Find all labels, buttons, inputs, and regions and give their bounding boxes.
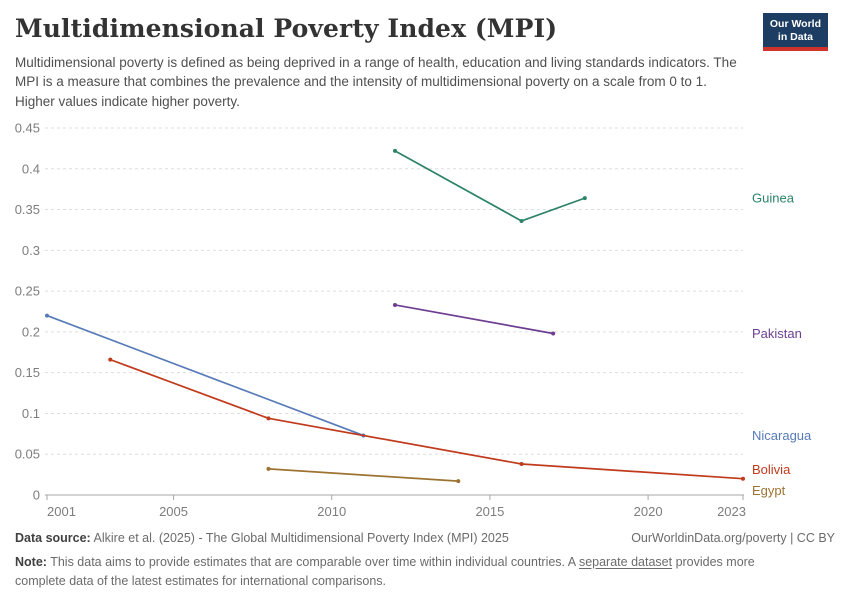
- data-point-bolivia[interactable]: [519, 462, 524, 467]
- series-label-bolivia[interactable]: Bolivia: [752, 462, 791, 477]
- y-axis-tick-label: 0.3: [22, 243, 40, 258]
- y-axis-tick-label: 0.05: [15, 447, 40, 462]
- mpi-line-chart: 0 0.05 0.1 0.15 0.2 0.25 0.3 0.35 0.4 0.45 2001 200…: [15, 121, 812, 520]
- data-point-bolivia[interactable]: [741, 476, 745, 481]
- data-point-egypt[interactable]: [456, 479, 461, 484]
- owid-logo-line2: in Data: [777, 30, 813, 43]
- data-point-egypt[interactable]: [266, 466, 271, 471]
- data-point-guinea[interactable]: [393, 148, 397, 153]
- footer-note: Note: This data aims to provide estimate…: [15, 553, 763, 591]
- series-line-guinea[interactable]: [394, 149, 586, 222]
- y-axis-tick-label: 0.15: [15, 365, 40, 380]
- y-axis-tick-label: 0.1: [22, 406, 40, 421]
- x-axis-tick-label: 2020: [634, 504, 663, 519]
- series-line-nicaragua[interactable]: [46, 314, 365, 437]
- credit-url: OurWorldinData.org/poverty: [631, 531, 787, 545]
- x-axis-tick-label: 2023: [717, 504, 746, 519]
- series-line-pakistan[interactable]: [394, 304, 555, 335]
- note-text-after-link: provides more complete data of the lates…: [15, 555, 755, 588]
- series-label-guinea[interactable]: Guinea: [752, 191, 795, 206]
- chart-footer: Data source: Alkire et al. (2025) - The …: [15, 531, 835, 591]
- chart-subtitle: Multidimensional poverty is defined as b…: [15, 54, 737, 109]
- x-axis-tick-label: 2015: [475, 504, 504, 519]
- data-source-label: Data source:: [15, 531, 91, 545]
- series-label-pakistan[interactable]: Pakistan: [752, 326, 802, 341]
- series-line-egypt[interactable]: [267, 468, 460, 482]
- data-point-nicaragua[interactable]: [45, 313, 49, 318]
- note-label: Note:: [15, 555, 47, 569]
- data-point-bolivia[interactable]: [108, 357, 113, 362]
- source-row: Data source: Alkire et al. (2025) - The …: [15, 531, 835, 545]
- y-axis-tick-label: 0.35: [15, 202, 40, 217]
- y-axis-tick-label: 0.25: [15, 284, 40, 299]
- data-point-pakistan[interactable]: [393, 302, 397, 307]
- credit-license: CC BY: [796, 531, 835, 545]
- data-point-guinea[interactable]: [582, 196, 587, 201]
- owid-logo-line1: Our World: [769, 18, 821, 30]
- chart-header: Multidimensional Poverty Index (MPI) Our…: [0, 0, 850, 111]
- data-source: Data source: Alkire et al. (2025) - The …: [15, 531, 509, 545]
- owid-logo[interactable]: Our World in Data: [762, 13, 828, 51]
- x-axis-tick-label: 2010: [317, 504, 346, 519]
- separate-dataset-link[interactable]: separate dataset: [578, 555, 673, 569]
- credit-separator: |: [790, 531, 794, 545]
- note-text-before-link: This data aims to provide estimates that…: [50, 555, 576, 569]
- series-label-nicaragua[interactable]: Nicaragua: [752, 428, 812, 443]
- series-label-egypt[interactable]: Egypt: [752, 483, 786, 498]
- x-axis-tick-label: 2001: [47, 504, 76, 519]
- y-axis-tick-label: 0.4: [22, 161, 40, 176]
- data-point-pakistan[interactable]: [551, 331, 556, 336]
- y-axis-tick-label: 0: [33, 488, 40, 503]
- data-point-guinea[interactable]: [519, 218, 524, 223]
- chart-title: Multidimensional Poverty Index (MPI): [15, 14, 558, 43]
- line-chart-area: 0 0.05 0.1 0.15 0.2 0.25 0.3 0.35 0.4 0.45 2001 200…: [0, 118, 850, 533]
- footer-credit: OurWorldinData.org/poverty | CC BY: [631, 531, 835, 545]
- data-source-text: Alkire et al. (2025) - The Global Multid…: [93, 531, 509, 545]
- data-point-bolivia[interactable]: [266, 416, 271, 421]
- x-axis-tick-label: 2005: [159, 504, 188, 519]
- y-axis-tick-label: 0.45: [15, 121, 40, 136]
- series-line-bolivia[interactable]: [109, 358, 744, 480]
- y-axis-tick-label: 0.2: [22, 324, 40, 339]
